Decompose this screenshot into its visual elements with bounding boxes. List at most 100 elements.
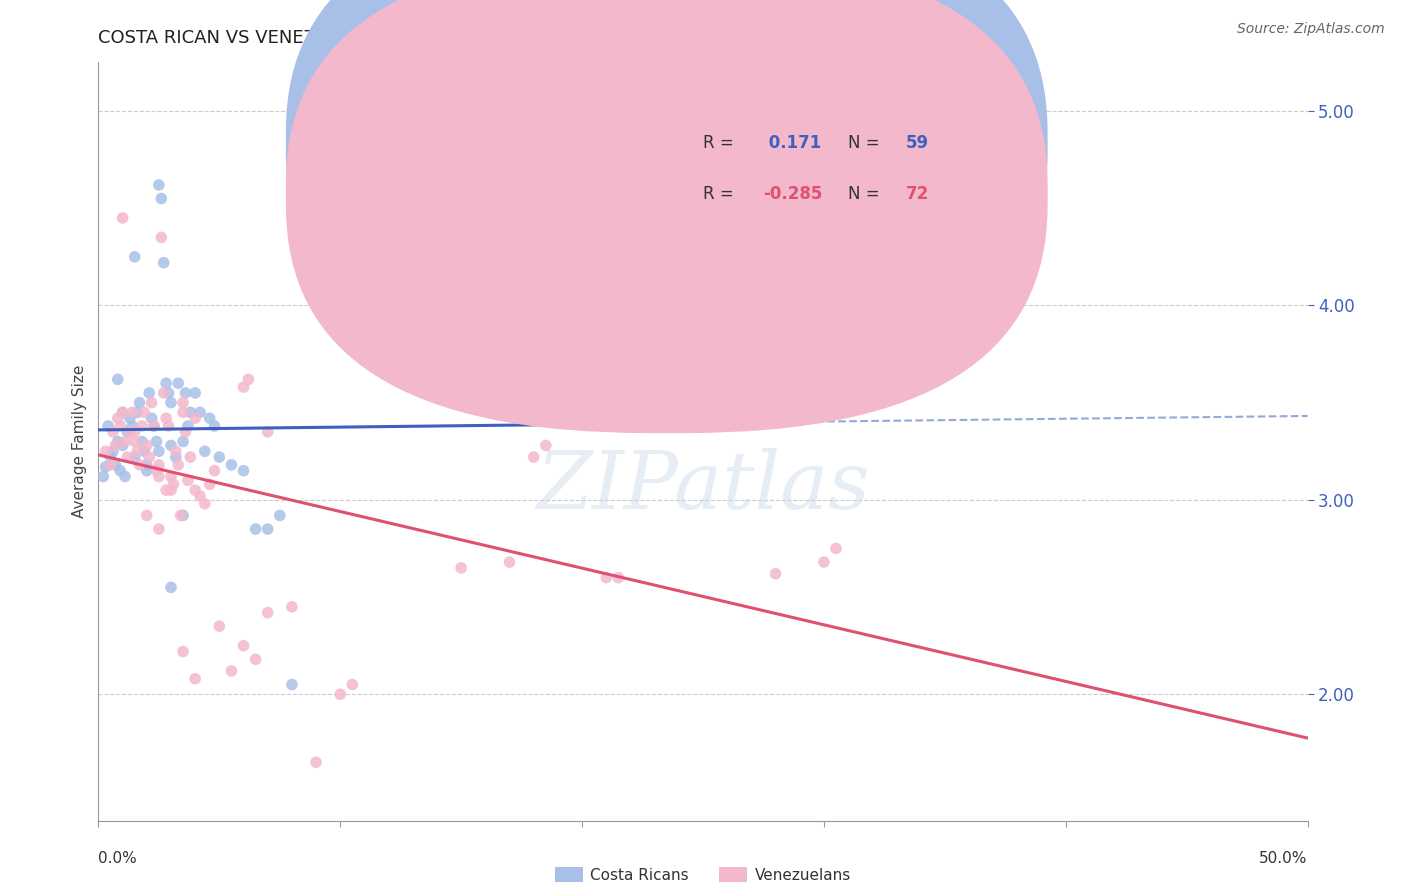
Point — [152, 255, 174, 269]
FancyBboxPatch shape — [285, 0, 1047, 382]
Point — [108, 464, 131, 478]
Point — [157, 386, 180, 401]
Point — [114, 434, 136, 449]
Point — [148, 469, 170, 483]
Point — [162, 477, 184, 491]
Point — [94, 459, 117, 474]
Point — [134, 405, 156, 419]
Point — [198, 411, 221, 425]
Point — [607, 571, 630, 585]
Point — [100, 450, 122, 464]
Point — [204, 464, 226, 478]
Point — [124, 250, 146, 264]
Point — [172, 405, 194, 419]
Point — [167, 458, 190, 472]
Point — [131, 434, 153, 449]
Point — [188, 489, 211, 503]
Point — [111, 405, 134, 419]
Point — [118, 411, 141, 425]
Point — [204, 419, 226, 434]
Point — [128, 458, 150, 472]
Text: R =: R = — [703, 134, 740, 152]
Point — [138, 450, 160, 464]
Point — [329, 687, 352, 701]
Text: ZIPatlas: ZIPatlas — [536, 449, 870, 525]
Text: N =: N = — [848, 186, 884, 203]
Point — [148, 458, 170, 472]
Point — [208, 450, 231, 464]
Point — [160, 469, 183, 483]
Text: 72: 72 — [905, 186, 929, 203]
Point — [104, 458, 127, 472]
Point — [232, 464, 254, 478]
Point — [208, 619, 231, 633]
Point — [148, 522, 170, 536]
Point — [108, 419, 131, 434]
Point — [172, 644, 194, 658]
Point — [184, 411, 207, 425]
Point — [825, 541, 848, 556]
Point — [107, 434, 129, 449]
Point — [571, 376, 593, 391]
Point — [143, 419, 166, 434]
Point — [256, 606, 278, 620]
Point — [169, 508, 191, 523]
Point — [135, 508, 157, 523]
Point — [184, 672, 207, 686]
Legend: Costa Ricans, Venezuelans: Costa Ricans, Venezuelans — [548, 861, 858, 888]
Text: 0.171: 0.171 — [763, 134, 821, 152]
Point — [450, 561, 472, 575]
Point — [595, 571, 617, 585]
Text: -0.285: -0.285 — [763, 186, 823, 203]
Y-axis label: Average Family Size: Average Family Size — [72, 365, 87, 518]
Point — [184, 386, 207, 401]
Point — [127, 405, 149, 419]
Point — [135, 464, 157, 478]
Point — [104, 438, 127, 452]
Point — [232, 380, 254, 394]
Point — [534, 438, 557, 452]
Point — [97, 419, 120, 434]
Point — [155, 411, 177, 425]
Point — [269, 508, 291, 523]
Point — [131, 419, 153, 434]
Point — [221, 458, 243, 472]
Text: 59: 59 — [905, 134, 929, 152]
Point — [135, 438, 157, 452]
Point — [172, 395, 194, 409]
Point — [813, 555, 835, 569]
Point — [127, 444, 149, 458]
Point — [121, 419, 143, 434]
Point — [135, 458, 157, 472]
Point — [595, 380, 617, 394]
Point — [141, 411, 163, 425]
Point — [124, 434, 146, 449]
Point — [114, 469, 136, 483]
Point — [342, 677, 364, 691]
Point — [245, 522, 267, 536]
Point — [160, 438, 183, 452]
Point — [256, 522, 278, 536]
Point — [134, 444, 156, 458]
Point — [160, 395, 183, 409]
Point — [141, 395, 163, 409]
Point — [111, 211, 134, 225]
Point — [221, 664, 243, 678]
Point — [179, 450, 201, 464]
Point — [118, 425, 141, 439]
Point — [111, 405, 134, 419]
Point — [172, 434, 194, 449]
Point — [232, 639, 254, 653]
Point — [101, 425, 124, 439]
Point — [305, 756, 328, 770]
Point — [177, 419, 200, 434]
Point — [107, 372, 129, 386]
FancyBboxPatch shape — [619, 96, 1000, 221]
Point — [523, 450, 546, 464]
Point — [498, 555, 520, 569]
Point — [167, 376, 190, 391]
Point — [198, 477, 221, 491]
Point — [157, 419, 180, 434]
Point — [165, 450, 187, 464]
Point — [174, 386, 197, 401]
